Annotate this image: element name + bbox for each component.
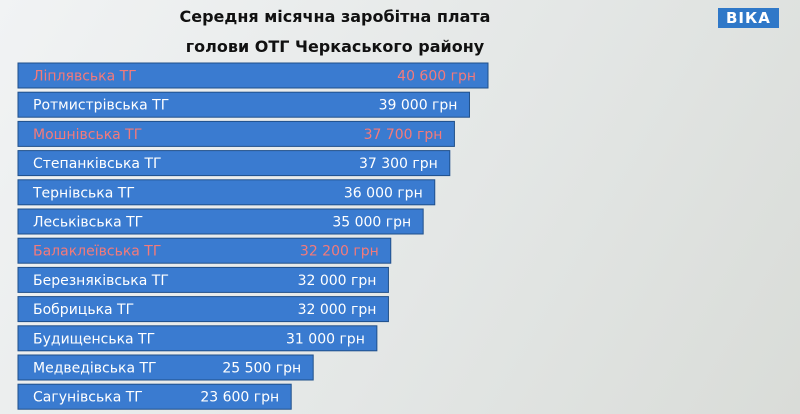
value-label: 37 300 грн [359,156,438,172]
category-label: Балаклеївська ТГ [33,244,161,260]
category-label: Мошнівська ТГ [33,127,142,143]
category-label: Бобрицька ТГ [33,302,134,318]
value-label: 35 000 грн [332,215,411,231]
bar [17,208,424,235]
value-label: 39 000 грн [379,98,458,114]
category-label: Сагунівська ТГ [33,390,143,406]
value-label: 23 600 грн [200,390,279,406]
logo: ВІКА [718,8,779,28]
category-label: Степанківська ТГ [33,156,162,172]
category-label: Леськівська ТГ [33,215,143,231]
bar [17,120,455,147]
category-label: Ротмистрівська ТГ [33,98,169,114]
bar [17,237,392,264]
bar [17,179,436,206]
bar [17,354,314,381]
bar [17,325,378,352]
value-label: 36 000 грн [344,185,423,201]
category-label: Медведівська ТГ [33,361,157,377]
value-label: 25 500 грн [222,361,301,377]
category-label: Тернівська ТГ [32,185,135,201]
value-label: 32 200 грн [300,244,379,260]
value-label: 32 000 грн [298,302,377,318]
value-label: 40 600 грн [397,69,476,85]
bar [17,150,451,177]
chart-title: Середня місячна заробітна плата голови О… [179,7,491,56]
bar [17,266,389,293]
category-label: Березняківська ТГ [33,273,169,289]
bar [17,383,292,410]
value-label: 37 700 грн [364,127,443,143]
value-label: 31 000 грн [286,331,365,347]
category-label: Ліплявська ТГ [33,69,137,85]
value-label: 32 000 грн [298,273,377,289]
bar [17,91,470,118]
bar [17,296,389,323]
bar [17,62,489,89]
category-label: Будищенська ТГ [33,331,155,347]
